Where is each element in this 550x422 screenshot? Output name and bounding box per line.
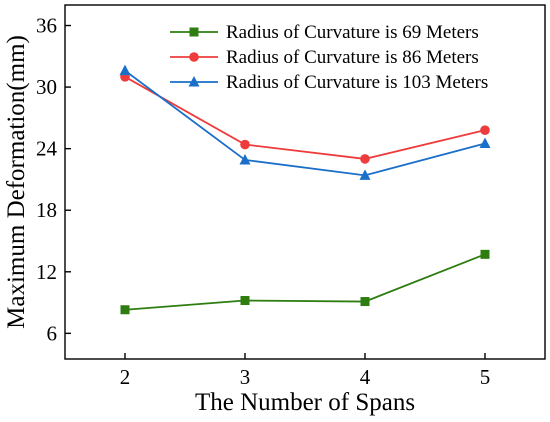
y-tick-label: 18 (36, 198, 57, 222)
series-triangle (119, 64, 491, 180)
legend-marker (189, 27, 199, 37)
legend-item: Radius of Curvature is 103 Meters (170, 72, 488, 93)
data-point (240, 139, 250, 150)
series-line (124, 69, 486, 177)
y-tick-label: 12 (36, 260, 57, 284)
series-layer (119, 64, 491, 315)
y-tick-label: 6 (47, 321, 58, 345)
data-point (359, 169, 371, 180)
x-axis-title: The Number of Spans (195, 389, 415, 416)
plot-frame (64, 4, 546, 360)
legend-marker (189, 52, 199, 62)
legend: Radius of Curvature is 69 Meters Radius o… (170, 22, 488, 93)
data-point (360, 297, 370, 307)
legend-label: Radius of Curvature is 69 Meters (226, 22, 479, 43)
legend-label: Radius of Curvature is 86 Meters (226, 47, 479, 68)
data-point (119, 64, 131, 76)
legend-item: Radius of Curvature is 86 Meters (170, 47, 479, 68)
data-point (239, 153, 251, 165)
data-point (120, 305, 130, 315)
series-line (124, 253, 486, 311)
y-axis-title: Maximum Deformation(mm) (3, 35, 30, 329)
legend-item: Radius of Curvature is 69 Meters (170, 22, 479, 43)
data-point (360, 154, 370, 164)
legend-label: Radius of Curvature is 103 Meters (226, 72, 488, 93)
data-point (480, 125, 490, 135)
y-tick-label: 30 (36, 75, 57, 99)
x-tick-label: 5 (480, 365, 491, 389)
x-tick-label: 3 (240, 365, 251, 389)
y-tick-label: 24 (36, 137, 58, 161)
x-tick-label: 2 (120, 365, 131, 389)
legend-marker (188, 76, 200, 87)
x-tick-label: 4 (360, 365, 371, 389)
series-square (120, 249, 490, 315)
series-line (124, 76, 486, 160)
data-point (479, 137, 491, 149)
data-point (240, 296, 250, 306)
data-point (480, 249, 490, 259)
y-tick-label: 36 (36, 14, 57, 38)
axis-ticks: 6 12 18 24 30 36 2 3 4 5 (36, 14, 490, 389)
